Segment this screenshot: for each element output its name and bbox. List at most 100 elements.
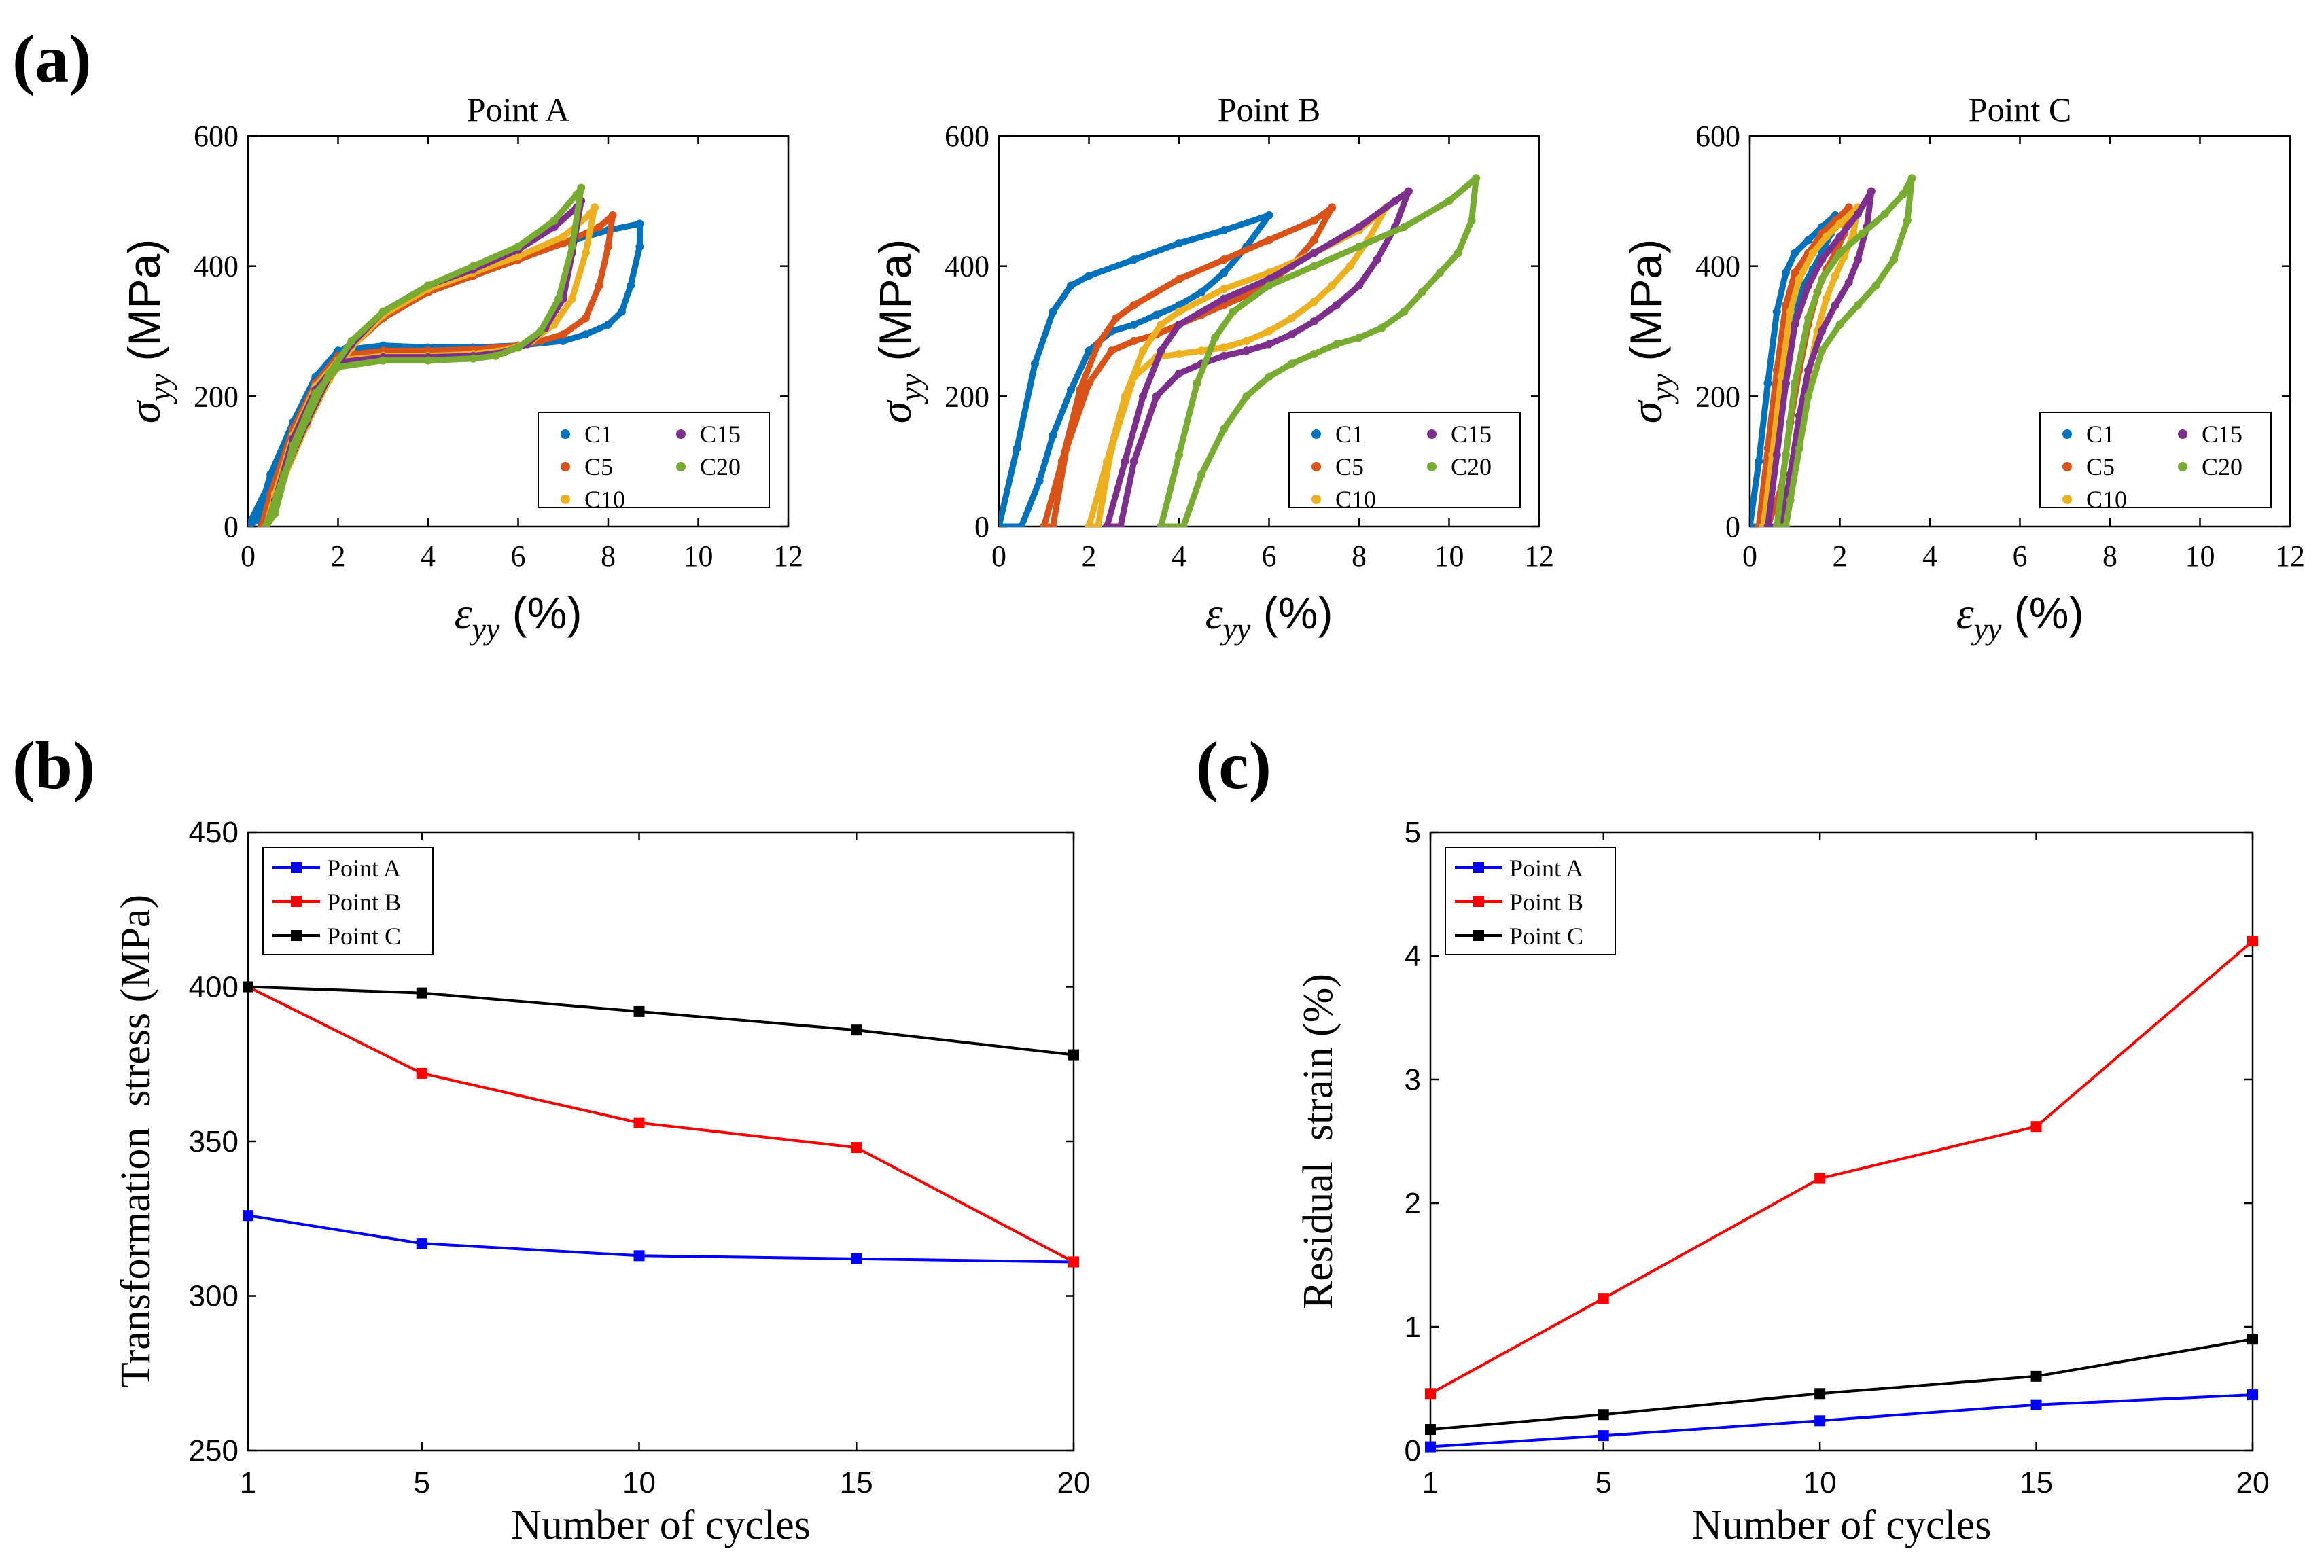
legend-label: C5	[1335, 453, 1364, 480]
data-point	[1129, 336, 1138, 345]
data-point	[2030, 1121, 2042, 1133]
legend-label: C10	[584, 486, 625, 513]
y-tick-label: 3	[1405, 1063, 1421, 1097]
data-point	[581, 330, 590, 339]
x-tick-label: 0	[991, 539, 1006, 573]
legend: Point A Point B Point C	[262, 847, 434, 955]
legend-marker	[561, 429, 570, 439]
data-point	[1220, 343, 1229, 352]
x-tick-label: 1	[1422, 1466, 1439, 1499]
data-point	[1804, 366, 1813, 374]
data-point	[1332, 340, 1341, 349]
x-tick-label: 15	[2020, 1466, 2053, 1499]
data-point	[1085, 379, 1093, 388]
data-point	[1328, 203, 1337, 212]
data-point	[1871, 281, 1880, 290]
x-tick-label: 10	[684, 539, 714, 573]
data-point	[1309, 216, 1318, 225]
data-point	[289, 441, 298, 450]
series-line	[1430, 940, 2254, 1395]
data-point	[1103, 457, 1111, 466]
x-tick-label: 2	[1833, 539, 1848, 573]
data-point	[1425, 1388, 1436, 1400]
x-tick-label: 5	[1595, 1466, 1611, 1499]
data-point	[1598, 1293, 1609, 1304]
x-axis-label: Number of cycles	[1692, 1502, 1992, 1548]
y-axis-unit: (MPa)	[1621, 239, 1671, 374]
y-axis-label: σyy (MPa)	[119, 239, 177, 423]
data-point	[1808, 249, 1817, 257]
data-point	[1112, 314, 1121, 323]
legend-label: C15	[700, 421, 741, 448]
data-point	[1844, 203, 1853, 212]
series-line	[247, 1214, 1074, 1264]
data-point	[1822, 232, 1831, 241]
data-point	[1107, 346, 1116, 355]
data-point	[1907, 174, 1916, 183]
data-point	[1175, 320, 1183, 329]
legend-marker	[2178, 462, 2187, 471]
x-axis-label: εyy (%)	[455, 588, 582, 646]
series-point-a	[243, 1210, 1079, 1268]
data-point	[1772, 450, 1781, 459]
x-tick-label: 6	[511, 539, 526, 573]
data-point	[1777, 372, 1786, 381]
x-axis-symbol: ε	[1205, 589, 1223, 639]
data-point	[1179, 522, 1188, 527]
data-point	[1062, 444, 1071, 452]
legend-label: C15	[2202, 421, 2242, 448]
data-point	[1152, 310, 1161, 319]
data-point	[1139, 346, 1147, 355]
data-point	[280, 470, 288, 479]
data-point	[1598, 1430, 1609, 1442]
data-point	[1242, 336, 1251, 345]
data-point	[1831, 301, 1839, 310]
x-tick-label: 1	[240, 1466, 256, 1499]
legend-label: Point A	[327, 855, 401, 882]
data-point	[1129, 457, 1138, 466]
y-tick-label: 400	[194, 250, 239, 283]
data-point	[514, 242, 523, 251]
data-point	[554, 294, 563, 303]
data-point	[1242, 392, 1251, 401]
data-point	[536, 327, 545, 336]
data-point	[1265, 274, 1273, 283]
data-point	[1175, 301, 1183, 310]
data-point	[1197, 288, 1206, 296]
legend-marker	[1311, 495, 1321, 504]
data-point	[1287, 359, 1296, 368]
data-point	[1425, 1441, 1436, 1453]
data-point	[266, 470, 275, 479]
legend-label: Point C	[1509, 923, 1583, 950]
data-point	[1400, 223, 1409, 232]
legend-marker	[1311, 462, 1321, 471]
data-point	[1093, 340, 1102, 349]
y-tick-label: 200	[194, 380, 239, 413]
data-point	[1068, 1049, 1079, 1061]
data-point	[1782, 522, 1790, 527]
data-point	[1265, 281, 1273, 290]
data-point	[1175, 307, 1183, 316]
data-point	[1772, 307, 1781, 316]
data-point	[851, 1024, 862, 1036]
data-point	[424, 281, 432, 290]
x-tick-label: 10	[1434, 539, 1464, 573]
data-point	[1472, 174, 1481, 183]
data-point	[1425, 1424, 1436, 1436]
data-point	[1791, 249, 1799, 257]
y-axis-subscript: yy	[1644, 373, 1679, 404]
x-tick-label: 12	[2275, 539, 2305, 573]
data-point	[1782, 379, 1790, 388]
x-tick-label: 10	[2185, 539, 2215, 573]
y-axis-unit: (MPa)	[870, 239, 920, 374]
data-point	[1175, 350, 1183, 359]
series-c15	[1103, 187, 1413, 527]
data-point	[1795, 274, 1803, 283]
data-point	[1309, 236, 1318, 245]
data-point	[1880, 210, 1889, 218]
data-point	[1197, 470, 1206, 479]
plot-frame	[1429, 831, 2254, 1452]
data-point	[1755, 457, 1763, 466]
